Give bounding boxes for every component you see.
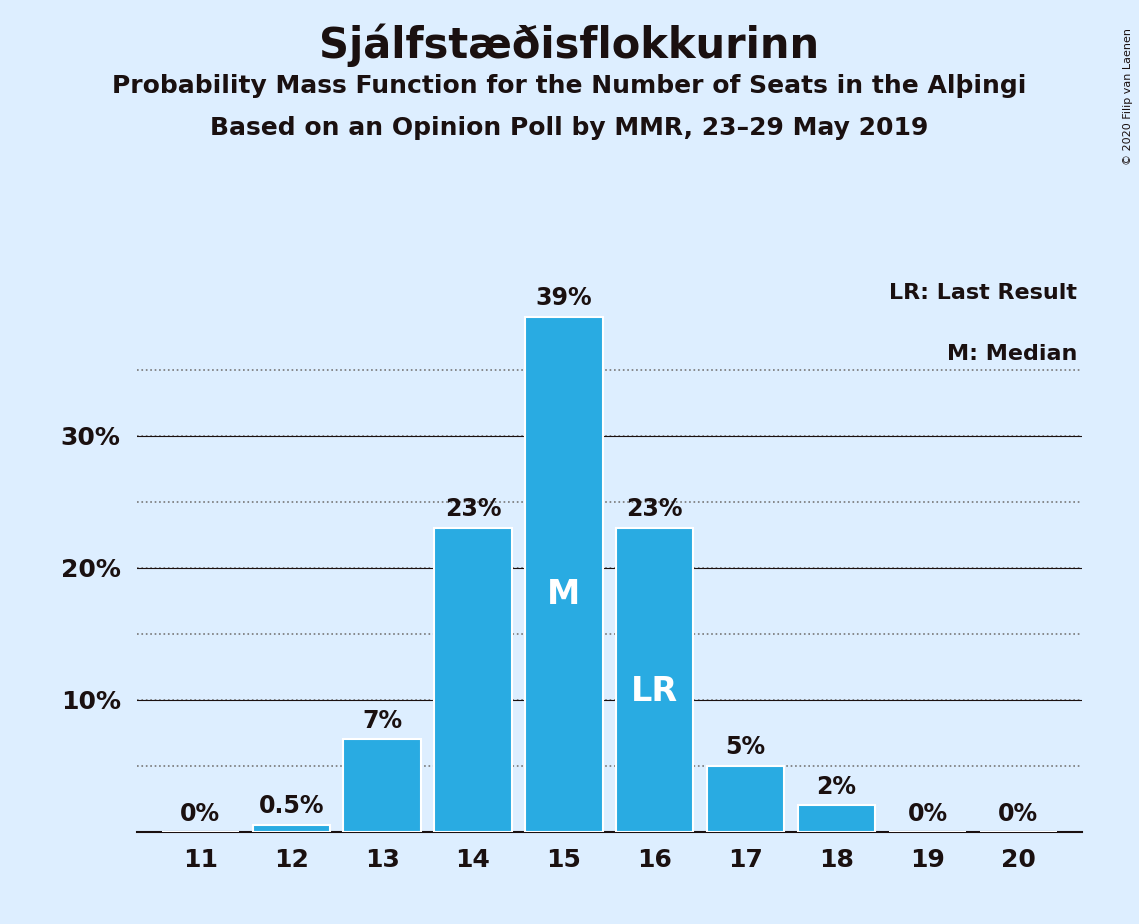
Text: Based on an Opinion Poll by MMR, 23–29 May 2019: Based on an Opinion Poll by MMR, 23–29 M… xyxy=(211,116,928,140)
Text: 0%: 0% xyxy=(908,802,948,826)
Text: 0%: 0% xyxy=(999,802,1039,826)
Text: Sjálfstæðisflokkurinn: Sjálfstæðisflokkurinn xyxy=(319,23,820,67)
Text: Probability Mass Function for the Number of Seats in the Alþingi: Probability Mass Function for the Number… xyxy=(113,74,1026,98)
Bar xyxy=(344,739,420,832)
Bar xyxy=(707,766,785,832)
Text: M: Median: M: Median xyxy=(947,344,1077,364)
Text: LR: LR xyxy=(631,675,679,709)
Text: LR: Last Result: LR: Last Result xyxy=(890,283,1077,303)
Text: 23%: 23% xyxy=(626,497,683,521)
Text: 39%: 39% xyxy=(535,286,592,310)
Bar xyxy=(525,317,603,832)
Text: M: M xyxy=(548,578,581,612)
Text: 5%: 5% xyxy=(726,735,765,759)
Text: 2%: 2% xyxy=(817,774,857,798)
Bar xyxy=(253,825,330,832)
Text: 23%: 23% xyxy=(444,497,501,521)
Text: 0.5%: 0.5% xyxy=(259,795,323,819)
Bar xyxy=(616,528,694,832)
Bar xyxy=(434,528,511,832)
Text: © 2020 Filip van Laenen: © 2020 Filip van Laenen xyxy=(1123,28,1133,164)
Text: 7%: 7% xyxy=(362,709,402,733)
Text: 0%: 0% xyxy=(180,802,220,826)
Bar xyxy=(798,805,875,832)
